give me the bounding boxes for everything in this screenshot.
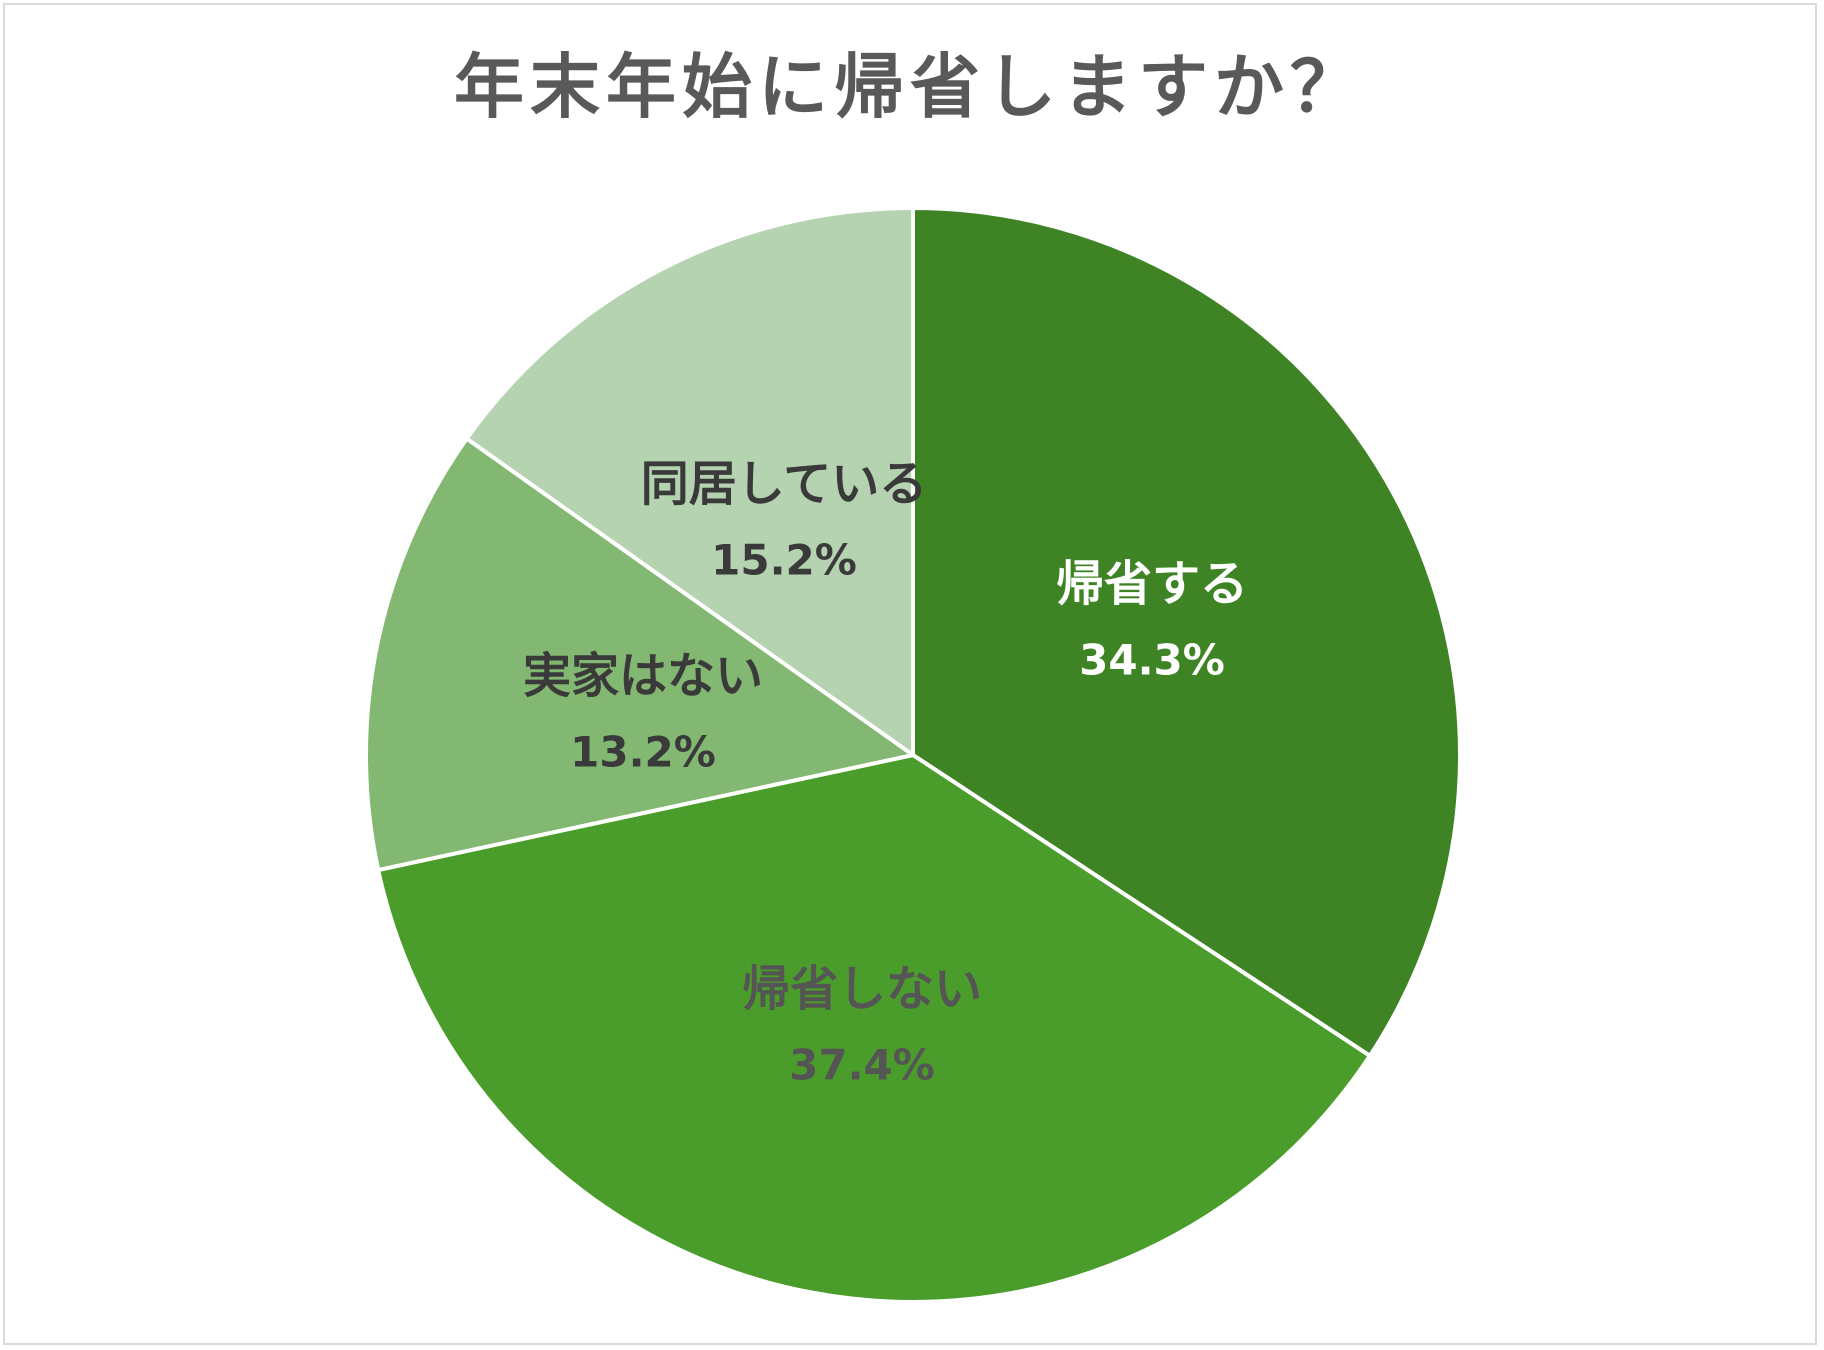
slice-label: 同居している: [641, 456, 928, 512]
slice-label: 帰省する: [1056, 556, 1248, 612]
slice-label: 実家はない: [523, 648, 763, 704]
slice-value-label: 34.3%: [1079, 636, 1225, 685]
pie-slice: [463, 205, 915, 759]
slice-value-label: 37.4%: [789, 1041, 935, 1090]
slice-value-label: 13.2%: [570, 728, 716, 777]
pie-slices: [364, 205, 1462, 1304]
chart-title: 年末年始に帰省しますか？: [454, 46, 1366, 128]
pie-labels: 帰省する 34.3% 帰省しない 37.4% 実家はない 13.2% 同居している 15.2%: [523, 456, 1248, 1090]
pie-slice: [364, 435, 918, 873]
pie-slice: [375, 752, 1373, 1304]
slice-value-label: 15.2%: [711, 536, 857, 585]
slice-label: 帰省しない: [742, 961, 982, 1017]
